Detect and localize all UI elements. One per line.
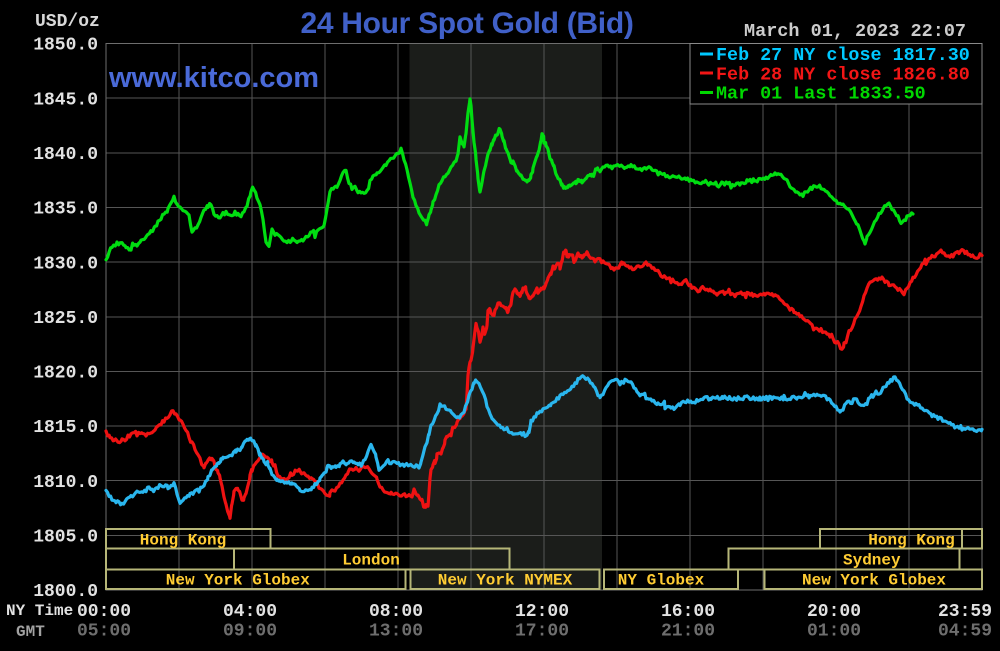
svg-text:08:00: 08:00 bbox=[369, 602, 423, 622]
svg-text:GMT: GMT bbox=[16, 623, 45, 641]
svg-text:New York Globex: New York Globex bbox=[166, 572, 310, 590]
svg-text:NY Time: NY Time bbox=[6, 602, 73, 620]
svg-text:March 01, 2023 22:07: March 01, 2023 22:07 bbox=[744, 21, 966, 42]
svg-text:20:00: 20:00 bbox=[807, 602, 861, 622]
svg-text:04:59: 04:59 bbox=[938, 622, 992, 642]
svg-text:1840.0: 1840.0 bbox=[33, 145, 98, 165]
svg-text:1820.0: 1820.0 bbox=[33, 364, 98, 384]
svg-text:1845.0: 1845.0 bbox=[33, 90, 98, 110]
svg-text:London: London bbox=[342, 552, 400, 570]
svg-text:USD/oz: USD/oz bbox=[35, 12, 100, 32]
svg-text:Hong Kong: Hong Kong bbox=[140, 531, 226, 549]
svg-text:05:00: 05:00 bbox=[77, 622, 131, 642]
svg-text:1850.0: 1850.0 bbox=[33, 36, 98, 56]
svg-text:00:00: 00:00 bbox=[77, 602, 131, 622]
svg-text:1825.0: 1825.0 bbox=[33, 309, 98, 329]
svg-text:13:00: 13:00 bbox=[369, 622, 423, 642]
svg-text:Sydney: Sydney bbox=[843, 552, 901, 570]
svg-text:Feb 27 NY close 1817.30: Feb 27 NY close 1817.30 bbox=[716, 45, 970, 66]
svg-text:17:00: 17:00 bbox=[515, 622, 569, 642]
svg-text:23:59: 23:59 bbox=[938, 602, 992, 622]
svg-text:Mar 01 Last 1833.50: Mar 01 Last 1833.50 bbox=[716, 84, 926, 105]
svg-text:1835.0: 1835.0 bbox=[33, 200, 98, 220]
svg-text:New York Globex: New York Globex bbox=[802, 572, 946, 590]
svg-text:21:00: 21:00 bbox=[661, 622, 715, 642]
svg-text:1805.0: 1805.0 bbox=[33, 528, 98, 548]
svg-text:New York NYMEX: New York NYMEX bbox=[438, 572, 573, 590]
svg-text:01:00: 01:00 bbox=[807, 622, 861, 642]
svg-text:Feb 28 NY close 1826.80: Feb 28 NY close 1826.80 bbox=[716, 64, 970, 85]
svg-text:www.kitco.com: www.kitco.com bbox=[108, 62, 319, 94]
svg-text:16:00: 16:00 bbox=[661, 602, 715, 622]
svg-text:1815.0: 1815.0 bbox=[33, 418, 98, 438]
svg-text:04:00: 04:00 bbox=[223, 602, 277, 622]
svg-text:1830.0: 1830.0 bbox=[33, 254, 98, 274]
svg-text:12:00: 12:00 bbox=[515, 602, 569, 622]
svg-text:24 Hour Spot Gold (Bid): 24 Hour Spot Gold (Bid) bbox=[300, 7, 633, 40]
svg-text:1800.0: 1800.0 bbox=[33, 582, 98, 602]
svg-text:Hong Kong: Hong Kong bbox=[868, 531, 954, 549]
svg-text:1810.0: 1810.0 bbox=[33, 473, 98, 493]
svg-text:09:00: 09:00 bbox=[223, 622, 277, 642]
svg-text:NY Globex: NY Globex bbox=[618, 572, 705, 590]
